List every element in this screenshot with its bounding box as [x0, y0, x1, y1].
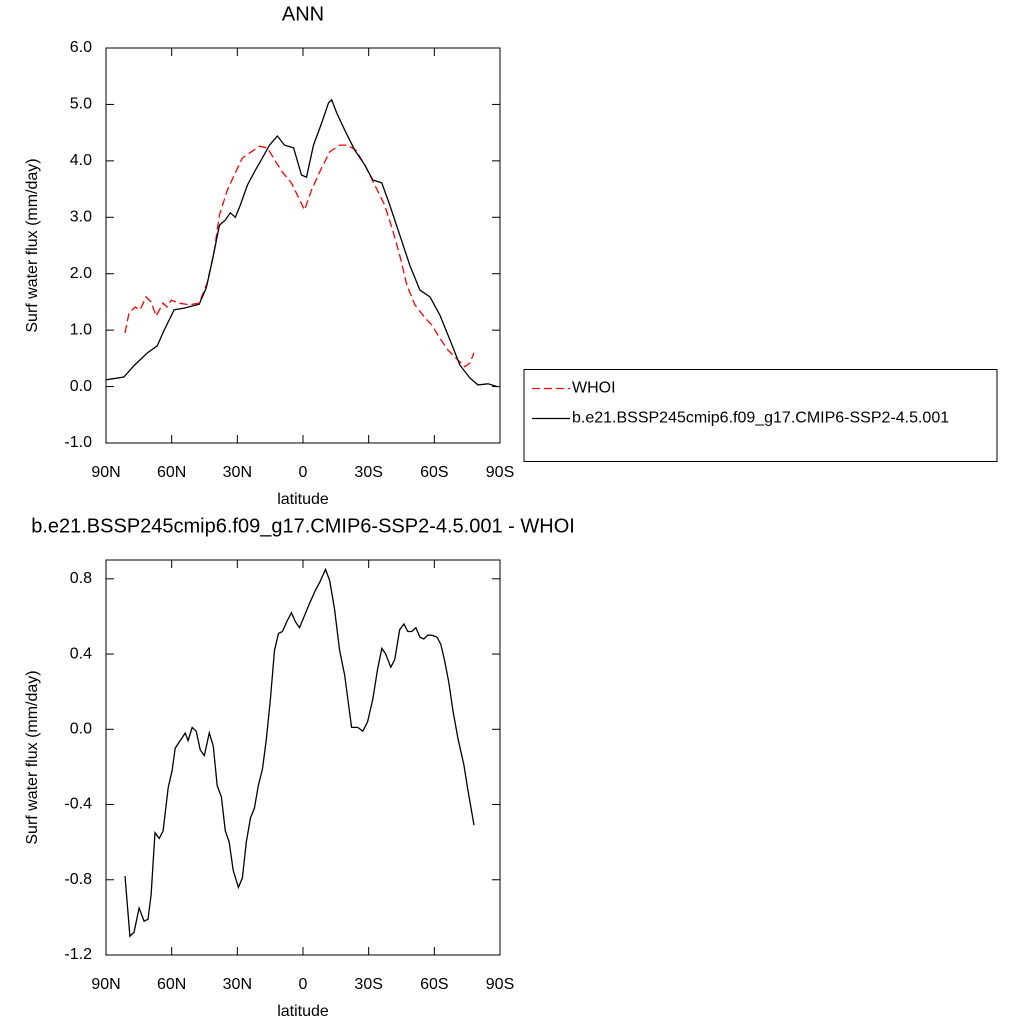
- y-axis-label: Surf water flux (mm/day): [24, 158, 41, 332]
- legend-label: WHOI: [572, 380, 616, 397]
- y-tick-label: 6.0: [70, 39, 92, 56]
- y-tick-label: 0.8: [70, 570, 92, 587]
- x-tick-label: 90S: [486, 464, 514, 481]
- legend-box: [523, 369, 998, 462]
- x-tick-label: 30N: [223, 976, 252, 993]
- y-tick-label: -0.8: [64, 871, 92, 888]
- x-tick-label: 90N: [91, 464, 120, 481]
- x-axis-label: latitude: [277, 1003, 329, 1020]
- y-tick-label: 0.0: [70, 378, 92, 395]
- y-tick-label: 3.0: [70, 209, 92, 226]
- x-tick-label: 90S: [486, 976, 514, 993]
- legend-label: b.e21.BSSP245cmip6.f09_g17.CMIP6-SSP2-4.…: [572, 410, 949, 427]
- plot-frame: [105, 47, 501, 444]
- x-axis-label: latitude: [277, 491, 329, 508]
- x-tick-label: 30S: [354, 976, 382, 993]
- x-tick-label: 60N: [157, 976, 186, 993]
- y-tick-label: -1.0: [64, 434, 92, 451]
- x-tick-label: 0: [299, 464, 308, 481]
- x-tick-label: 30N: [223, 464, 252, 481]
- y-tick-label: -0.4: [64, 796, 92, 813]
- chart-title: ANN: [282, 3, 324, 25]
- x-tick-label: 60N: [157, 464, 186, 481]
- y-tick-label: 0.4: [70, 645, 92, 662]
- x-tick-label: 90N: [91, 976, 120, 993]
- x-tick-label: 60S: [420, 976, 448, 993]
- chart-title: b.e21.BSSP245cmip6.f09_g17.CMIP6-SSP2-4.…: [31, 515, 575, 537]
- x-tick-label: 30S: [354, 464, 382, 481]
- x-tick-label: 60S: [420, 464, 448, 481]
- data-line: [124, 144, 475, 368]
- data-line: [105, 98, 498, 388]
- x-tick-label: 0: [299, 976, 308, 993]
- y-tick-label: 5.0: [70, 96, 92, 113]
- y-tick-label: -1.2: [64, 946, 92, 963]
- y-tick-label: 2.0: [70, 265, 92, 282]
- y-tick-label: 4.0: [70, 152, 92, 169]
- data-line: [124, 567, 475, 938]
- y-axis-label: Surf water flux (mm/day): [24, 670, 41, 844]
- y-tick-label: 0.0: [70, 721, 92, 738]
- y-tick-label: 1.0: [70, 321, 92, 338]
